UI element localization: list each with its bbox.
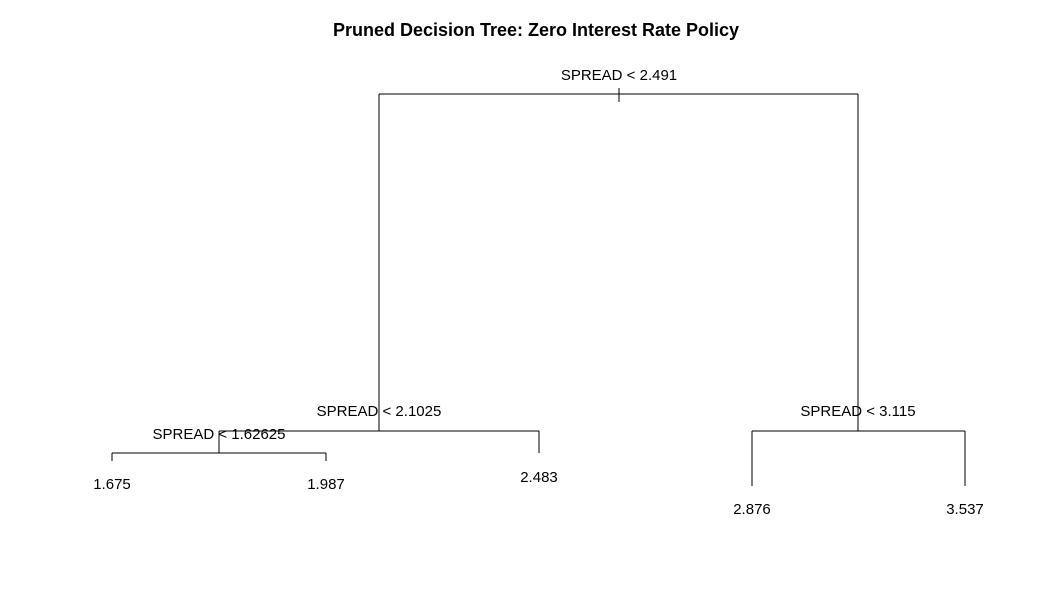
node-left: SPREAD < 2.1025 <box>218 403 540 453</box>
split-label-left: SPREAD < 2.1025 <box>317 403 442 420</box>
tree-title: Pruned Decision Tree: Zero Interest Rate… <box>333 20 739 40</box>
leaf-1987: 1.987 <box>307 476 345 493</box>
node-right: SPREAD < 3.115 <box>751 403 966 486</box>
node-left-left: SPREAD < 1.62625 <box>111 426 327 461</box>
split-label-root: SPREAD < 2.491 <box>561 67 677 84</box>
node-root: SPREAD < 2.491 <box>378 67 859 431</box>
leaf-2483: 2.483 <box>520 469 558 486</box>
split-label-right: SPREAD < 3.115 <box>800 403 915 420</box>
leaf-2876: 2.876 <box>733 501 771 518</box>
leaf-1675: 1.675 <box>93 476 131 493</box>
leaf-3537: 3.537 <box>946 501 984 518</box>
split-label-left-left: SPREAD < 1.62625 <box>152 426 285 443</box>
